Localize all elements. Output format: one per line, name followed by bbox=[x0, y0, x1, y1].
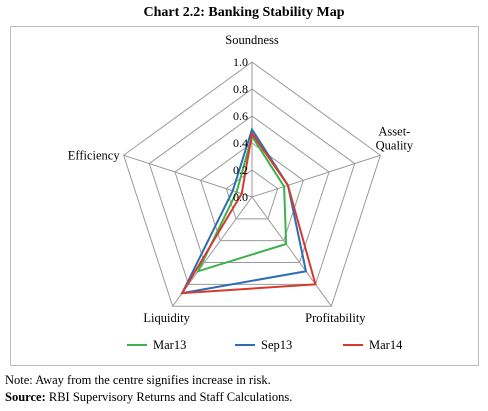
legend-label-mar13: Mar13 bbox=[153, 338, 186, 352]
source-text: RBI Supervisory Returns and Staff Calcul… bbox=[45, 390, 293, 404]
tick-label: 0.0 bbox=[233, 190, 248, 204]
tick-label: 0.2 bbox=[233, 163, 248, 177]
tick-label: 0.4 bbox=[233, 136, 248, 150]
axis-label: Asset-Quality bbox=[376, 124, 414, 152]
radar-grid bbox=[123, 61, 381, 307]
note-label: Note: bbox=[5, 373, 33, 387]
grid-spoke bbox=[251, 196, 332, 307]
legend-label-sep13: Sep13 bbox=[261, 338, 292, 352]
source-line: Source: RBI Supervisory Returns and Staf… bbox=[5, 389, 292, 406]
tick-label: 0.6 bbox=[233, 109, 248, 123]
tick-label: 0.8 bbox=[233, 82, 248, 96]
series-line-sep13 bbox=[180, 127, 308, 295]
radar-chart: 0.0 0.2 0.4 0.6 0.8 1.0 Soundness Asset-Quality… bbox=[68, 33, 414, 352]
series-line-mar14 bbox=[180, 130, 317, 295]
axis-label: Liquidity bbox=[143, 311, 190, 325]
grid-spoke bbox=[251, 154, 381, 198]
legend-label-mar14: Mar14 bbox=[369, 338, 403, 352]
chart-notes: Note: Away from the centre signifies inc… bbox=[5, 372, 292, 406]
radar-labels: 0.0 0.2 0.4 0.6 0.8 1.0 Soundness Asset-Quality… bbox=[68, 33, 414, 325]
grid-ring bbox=[200, 142, 304, 242]
grid-ring bbox=[148, 88, 356, 285]
series-line-mar13 bbox=[196, 133, 288, 273]
chart-legend: Mar13 Sep13 Mar14 bbox=[127, 338, 403, 352]
grid-ring bbox=[174, 115, 330, 264]
grid-ring bbox=[123, 61, 381, 307]
source-label: Source: bbox=[5, 390, 46, 404]
chart-title: Chart 2.2: Banking Stability Map bbox=[143, 5, 345, 20]
note-line: Note: Away from the centre signifies inc… bbox=[5, 372, 292, 389]
axis-label: Efficiency bbox=[68, 148, 121, 162]
grid-ring bbox=[225, 169, 279, 220]
tick-label: 1.0 bbox=[233, 55, 248, 69]
chart-frame: 0.0 0.2 0.4 0.6 0.8 1.0 Soundness Asset-Quality… bbox=[10, 26, 479, 366]
grid-spoke bbox=[123, 154, 253, 198]
radar-series bbox=[180, 127, 317, 295]
note-text: Away from the centre signifies increase … bbox=[32, 373, 271, 387]
axis-label: Soundness bbox=[225, 33, 279, 47]
axis-label: Profitability bbox=[305, 311, 366, 325]
